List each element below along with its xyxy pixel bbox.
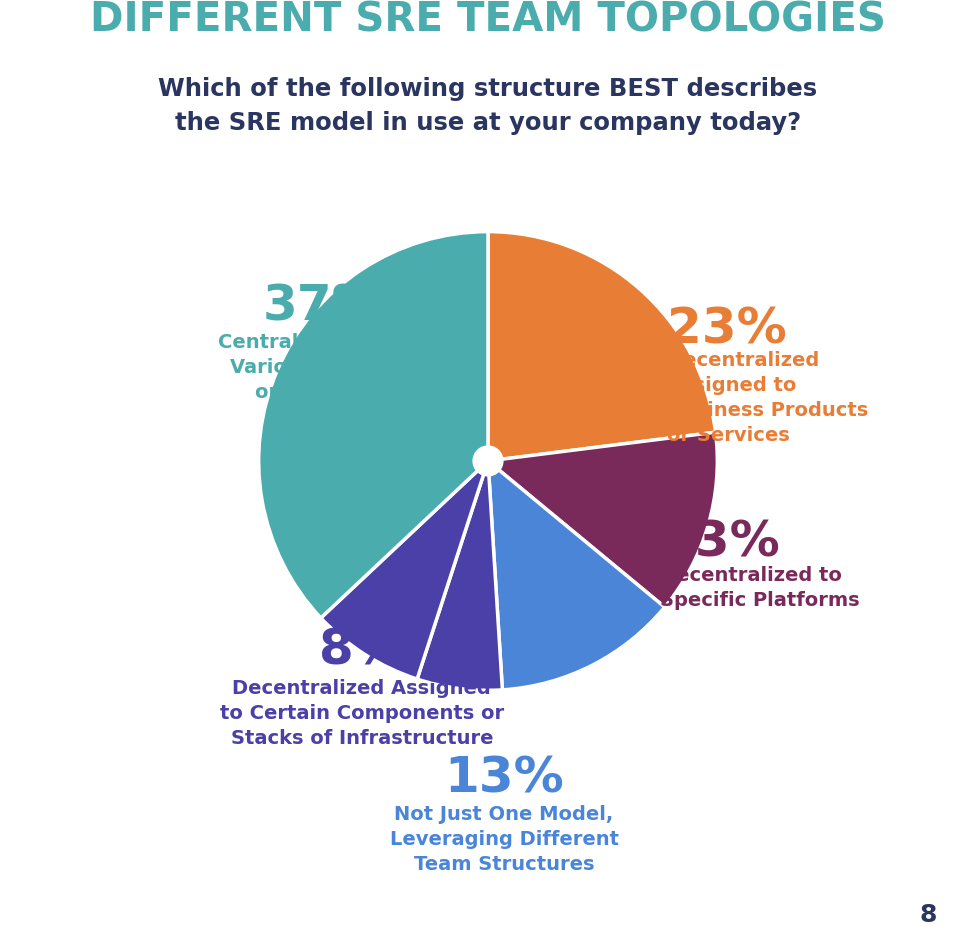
Text: 23%: 23% [667,305,787,353]
Text: Decentralized Assigned
to Certain Components or
Stacks of Infrastructure: Decentralized Assigned to Certain Compon… [220,679,504,748]
Wedge shape [488,232,715,461]
Wedge shape [488,461,665,690]
Text: 8%: 8% [319,626,404,674]
Circle shape [473,447,503,476]
Text: Which of the following structure BEST describes
the SRE model in use at your com: Which of the following structure BEST de… [158,78,818,134]
Wedge shape [488,432,717,607]
Wedge shape [417,461,503,691]
Text: 13%: 13% [444,755,564,802]
Text: Not Just One Model,
Leveraging Different
Team Structures: Not Just One Model, Leveraging Different… [389,805,619,874]
Text: 8: 8 [919,903,937,927]
Wedge shape [321,461,488,679]
Text: Decentralized
Assigned to
Business Products
or Services: Decentralized Assigned to Business Produ… [667,351,868,445]
Text: DIFFERENT SRE TEAM TOPOLOGIES: DIFFERENT SRE TEAM TOPOLOGIES [90,0,886,40]
Text: Decentralized to
Specific Platforms: Decentralized to Specific Platforms [660,567,860,610]
Text: 13%: 13% [660,518,780,567]
Text: 37%: 37% [263,282,383,330]
Text: Central Supporting
Various Products
or Platforms: Central Supporting Various Products or P… [218,333,427,401]
Wedge shape [259,232,488,618]
